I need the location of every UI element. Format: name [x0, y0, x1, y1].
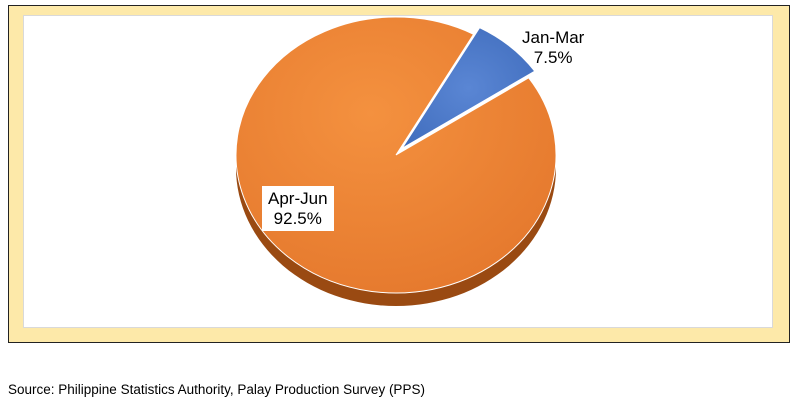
pie-top	[235, 16, 557, 294]
slice-value-apr-jun: 92.5%	[273, 209, 322, 228]
slice-label-jan-mar: Jan-Mar 7.5%	[518, 26, 588, 70]
slice-value-jan-mar: 7.5%	[533, 48, 573, 67]
slice-name-jan-mar: Jan-Mar	[522, 28, 585, 47]
source-note: Source: Philippine Statistics Authority,…	[8, 382, 425, 397]
slice-label-apr-jun: Apr-Jun 92.5%	[262, 186, 334, 231]
slice-name-apr-jun: Apr-Jun	[268, 189, 328, 208]
pie-slice-jan-mar	[401, 27, 536, 149]
